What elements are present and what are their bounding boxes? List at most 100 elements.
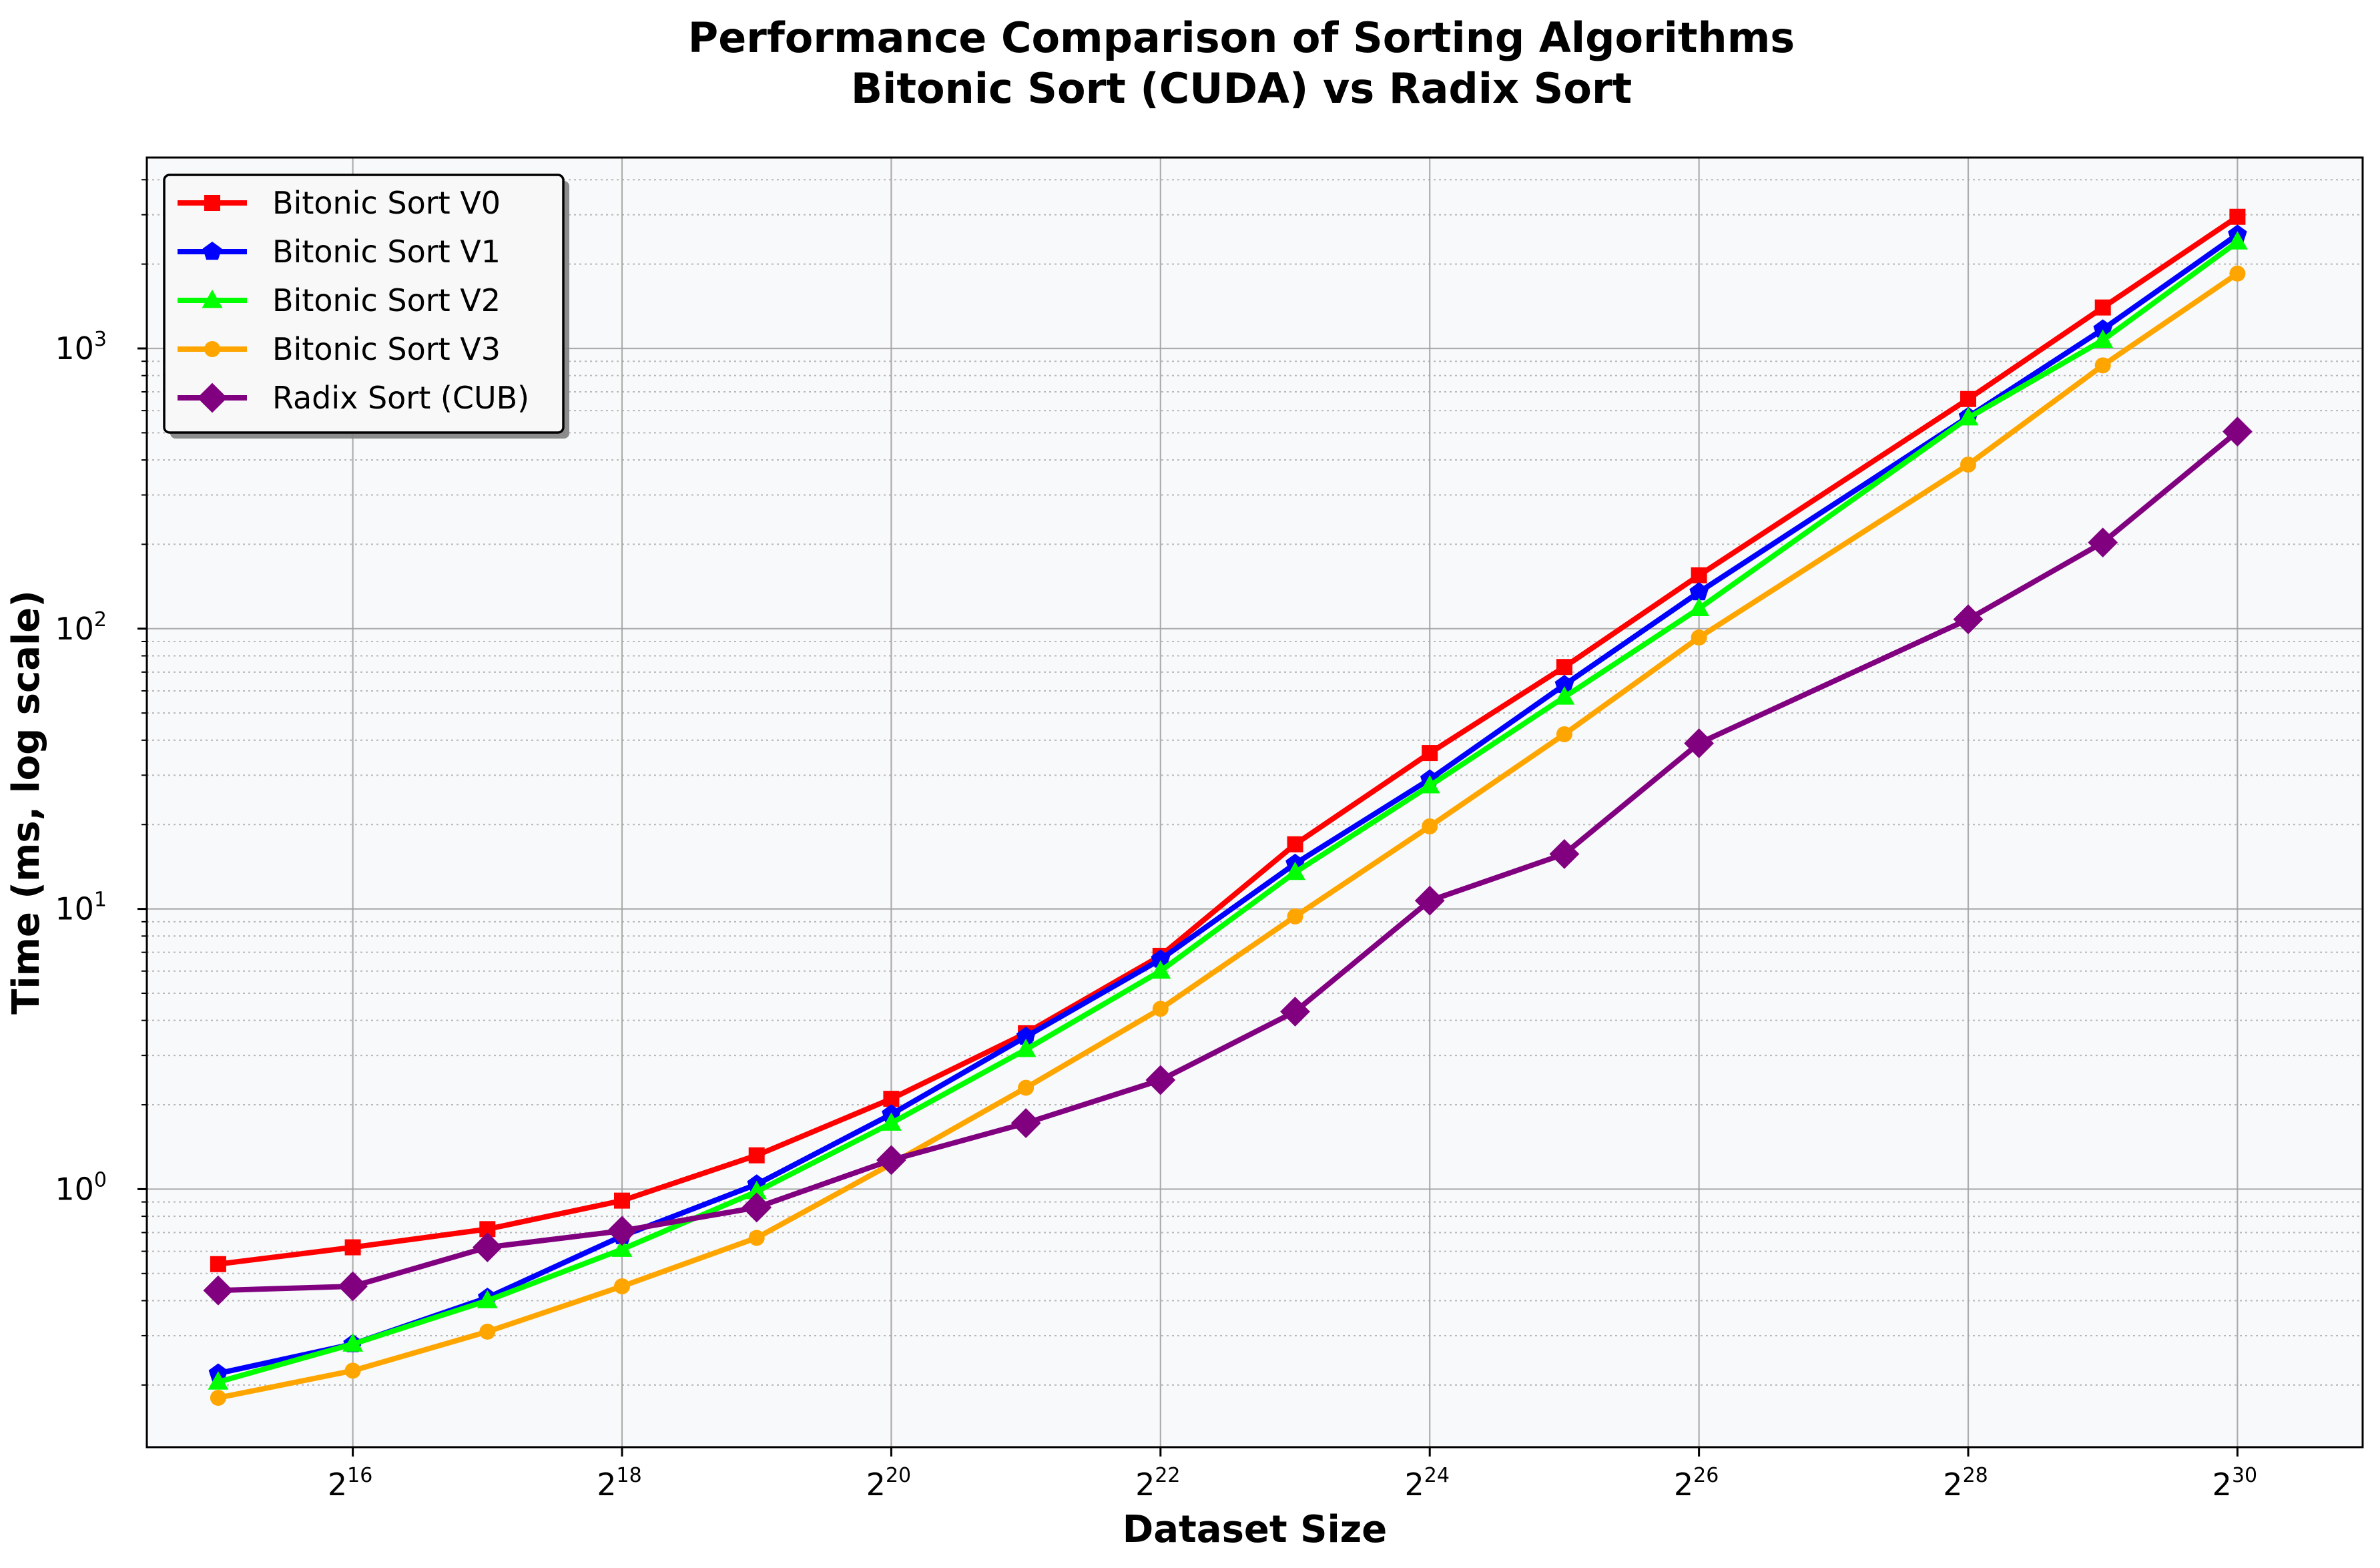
data-point [614, 1192, 631, 1209]
y-tick-label: 100 [55, 1168, 107, 1207]
data-point [2088, 527, 2118, 558]
series-layer [203, 208, 2253, 1406]
data-point [1554, 686, 1575, 705]
data-point [883, 1091, 900, 1107]
x-tick-label: 226 [1674, 1464, 1719, 1503]
x-tick-label: 222 [1135, 1464, 1180, 1503]
y-axis-label: Time (ms, log scale) [5, 590, 48, 1015]
data-point [2094, 357, 2111, 374]
data-point [1556, 726, 1572, 742]
data-point [2222, 417, 2253, 447]
legend-marker [202, 289, 223, 308]
data-point [1958, 407, 1979, 426]
data-point [2094, 299, 2111, 316]
legend-marker [204, 195, 220, 211]
data-point [479, 1323, 496, 1340]
legend-box [163, 174, 565, 434]
data-point [741, 1192, 772, 1223]
y-axis-ticks: 100 101 102 103 [55, 179, 147, 1386]
data-point [1556, 659, 1572, 676]
legend-marker [197, 382, 228, 413]
data-point [1691, 629, 1707, 646]
data-point [876, 1145, 906, 1175]
data-point [1689, 597, 1710, 616]
x-axis-label: Dataset Size [1123, 1508, 1388, 1551]
data-point [1554, 675, 1574, 694]
legend-marker [202, 242, 222, 260]
legend-label: Bitonic Sort V1 [272, 234, 501, 270]
data-point [210, 1390, 226, 1406]
chart-title-line-1: Performance Comparison of Sorting Algori… [688, 13, 1795, 62]
legend-entry: Bitonic Sort V2 [178, 282, 501, 318]
data-point [477, 1290, 498, 1308]
data-point [1287, 836, 1303, 852]
series-3 [210, 265, 2246, 1406]
plot-frame [145, 156, 2364, 1449]
data-point [881, 1112, 902, 1131]
data-point [2229, 208, 2246, 225]
legend-entry: Bitonic Sort V3 [178, 331, 501, 367]
data-point [614, 1278, 631, 1295]
data-point [344, 1362, 361, 1379]
data-point [2092, 329, 2114, 348]
legend-entry: Bitonic Sort V0 [178, 185, 501, 221]
x-tick-label: 224 [1404, 1464, 1449, 1503]
y-tick-label: 103 [55, 328, 107, 366]
data-point [1018, 1079, 1034, 1096]
data-point [1287, 908, 1303, 925]
data-point [210, 1256, 226, 1272]
legend-marker [204, 341, 220, 357]
data-point [1151, 949, 1171, 968]
data-point [1016, 1027, 1036, 1045]
legend-label: Bitonic Sort V0 [272, 185, 501, 221]
data-point [1953, 604, 1984, 635]
data-point [1689, 582, 1709, 601]
series-2 [208, 231, 2248, 1390]
legend-label: Radix Sort (CUB) [272, 380, 529, 416]
data-point [1960, 390, 1977, 407]
legend-entry: Radix Sort (CUB) [178, 380, 529, 416]
data-point [1152, 1001, 1169, 1017]
data-point [1010, 1108, 1041, 1138]
x-tick-label: 228 [1943, 1464, 1988, 1503]
data-point [1015, 1039, 1036, 1057]
data-point [2227, 231, 2248, 250]
data-point [2229, 265, 2246, 282]
data-point [607, 1216, 637, 1246]
series-4 [203, 417, 2253, 1306]
x-axis-ticks: 216 218 220 222 224 226 228 230 [328, 1447, 2257, 1503]
chart-title-line-2: Bitonic Sort (CUDA) vs Radix Sort [851, 64, 1632, 113]
data-point [1150, 960, 1171, 979]
data-point [1422, 818, 1438, 834]
data-point [2093, 319, 2112, 338]
data-point [1684, 728, 1715, 758]
data-point [746, 1180, 768, 1200]
data-point [1145, 1065, 1176, 1095]
data-point [208, 1371, 229, 1390]
data-point [1419, 774, 1440, 794]
data-point [748, 1147, 765, 1163]
x-tick-label: 220 [866, 1464, 911, 1503]
data-point [1280, 997, 1310, 1027]
data-point [611, 1238, 633, 1257]
data-point [338, 1271, 368, 1302]
data-point [1691, 567, 1707, 583]
data-point [1414, 885, 1445, 916]
legend-entry: Bitonic Sort V1 [178, 234, 501, 270]
data-point [1960, 457, 1977, 473]
legend: Bitonic Sort V0 Bitonic Sort V1 Bitonic So… [163, 174, 569, 439]
x-tick-label: 218 [597, 1464, 641, 1503]
data-point [1422, 745, 1438, 762]
y-tick-label: 101 [55, 888, 107, 927]
data-point [344, 1239, 361, 1256]
x-tick-label: 230 [2212, 1464, 2257, 1503]
y-tick-label: 102 [55, 608, 107, 647]
data-point [748, 1230, 765, 1246]
legend-label: Bitonic Sort V2 [272, 282, 501, 318]
legend-label: Bitonic Sort V3 [272, 331, 501, 367]
data-point [203, 1275, 234, 1306]
data-point [472, 1232, 503, 1262]
data-point [342, 1333, 363, 1352]
data-point [1285, 861, 1305, 880]
